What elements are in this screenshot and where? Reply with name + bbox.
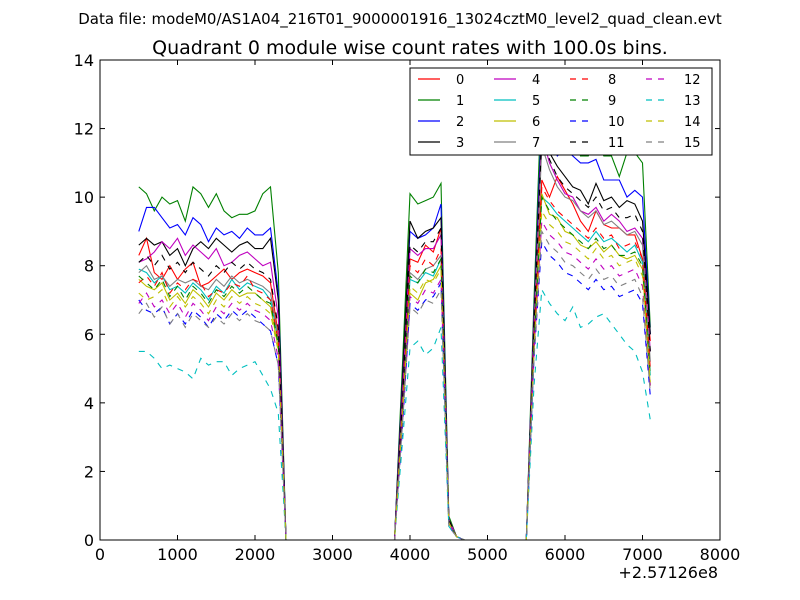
y-tick-label: 12 — [74, 120, 94, 139]
legend-label: 4 — [532, 73, 540, 88]
x-offset-label: +2.57126e8 — [618, 563, 718, 582]
y-tick-label: 8 — [84, 257, 94, 276]
series-line-2 — [138, 114, 651, 541]
series-line-6 — [138, 193, 651, 541]
chart-title: Quadrant 0 module wise count rates with … — [152, 37, 668, 59]
legend-label: 15 — [684, 136, 701, 151]
y-tick-label: 2 — [84, 462, 94, 481]
x-tick-label: 1000 — [157, 545, 198, 564]
series-line-10 — [138, 239, 651, 541]
legend-label: 13 — [684, 94, 701, 109]
x-tick-label: 8000 — [700, 545, 741, 564]
y-tick-label: 0 — [84, 531, 94, 550]
legend-label: 12 — [684, 73, 701, 88]
series-line-14 — [138, 208, 651, 541]
series-line-15 — [138, 229, 651, 541]
x-tick-label: 5000 — [467, 545, 508, 564]
legend-label: 2 — [456, 115, 464, 130]
axis-ticks: 0 1000 2000 3000 4000 5000 6000 7000 80000246810… — [74, 51, 741, 564]
legend-label: 3 — [456, 136, 464, 151]
y-tick-label: 14 — [74, 51, 94, 70]
series-line-3 — [138, 128, 651, 541]
legend-label: 6 — [532, 115, 540, 130]
legend-label: 10 — [608, 115, 625, 130]
chart-subtitle: Data file: modeM0/AS1A04_216T01_90000019… — [78, 10, 722, 29]
legend-label: 9 — [608, 94, 616, 109]
legend-label: 1 — [456, 94, 464, 109]
legend-label: 5 — [532, 94, 540, 109]
x-tick-label: 4000 — [390, 545, 431, 564]
legend-box — [409, 67, 713, 156]
series-line-9 — [138, 195, 651, 541]
x-tick-label: 0 — [95, 545, 105, 564]
x-tick-label: 3000 — [312, 545, 353, 564]
x-tick-label: 7000 — [622, 545, 663, 564]
y-tick-label: 4 — [84, 394, 94, 413]
y-tick-label: 10 — [74, 188, 94, 207]
legend-label: 11 — [608, 136, 625, 151]
legend-label: 14 — [684, 115, 701, 130]
series-line-0 — [138, 175, 651, 541]
x-tick-label: 2000 — [235, 545, 276, 564]
y-tick-label: 6 — [84, 325, 94, 344]
x-tick-label: 6000 — [545, 545, 586, 564]
series-line-12 — [138, 219, 651, 541]
legend-label: 8 — [608, 73, 616, 88]
series-line-13 — [138, 287, 651, 541]
legend-label: 7 — [532, 136, 540, 151]
legend-label: 0 — [456, 73, 464, 88]
series-line-5 — [138, 195, 651, 541]
